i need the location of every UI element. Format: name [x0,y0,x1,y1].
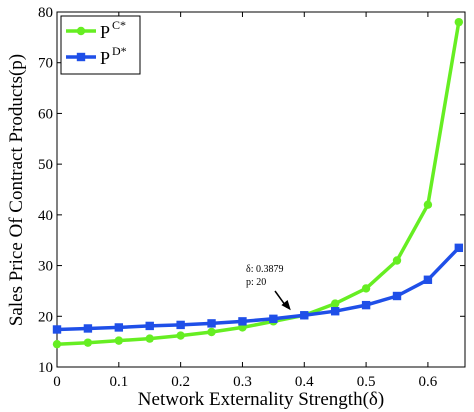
legend-label-sup-2: D* [112,44,127,58]
y-tick-label: 10 [38,360,53,376]
y-tick-label: 20 [38,309,53,325]
x-tick-label: 0.6 [419,374,438,390]
x-axis-label: Network Externality Strength(δ) [138,389,384,410]
y-axis-ticks: 10 20 30 40 50 60 70 80 [38,5,465,376]
data-point-1 [207,327,216,337]
x-tick-label: 0.1 [109,374,128,390]
annotation-arrowhead [281,300,291,311]
annotation: δ: 0.3879 p: 20 [246,264,291,311]
x-axis-ticks: 0 0.1 0.2 0.3 0.4 0.5 0.6 [53,12,438,390]
data-point-2 [52,325,62,334]
x-tick-label: 0.4 [295,374,314,390]
y-tick-label: 50 [38,157,53,173]
data-point-2 [114,323,124,332]
data-point-1 [423,200,433,209]
y-tick-label: 70 [38,56,53,72]
data-point-2 [300,311,309,320]
series-line-2 [56,246,461,332]
legend-label-1: P [100,22,110,42]
data-point-1 [176,331,185,340]
y-tick-label: 30 [38,259,53,275]
series-layer [52,17,464,349]
legend-items: P C*P D* [66,18,127,68]
y-tick-label: 40 [38,208,53,224]
y-axis-label: Sales Price Of Contract Products(p) [6,54,27,326]
legend: P C*P D* [60,15,141,75]
y-tick-label: 80 [38,5,53,21]
data-point-1 [454,17,464,27]
y-tick-label: 60 [38,106,53,122]
data-point-1 [392,256,402,265]
annotation-delta-text: δ: 0.3879 [246,264,284,275]
legend-label-2: P [100,48,110,68]
data-point-1 [83,338,93,347]
data-point-1 [114,336,124,345]
data-point-1 [145,334,154,343]
data-point-2 [238,317,247,326]
data-point-2 [423,275,433,284]
x-tick-label: 0.5 [357,374,376,390]
data-point-2 [361,300,371,310]
data-point-2 [145,321,154,331]
data-point-1 [361,284,371,293]
x-tick-label: 0.3 [233,374,252,390]
data-point-2 [207,319,216,328]
legend-box [60,15,141,75]
x-tick-label: 0.2 [171,374,190,390]
legend-label-sup-1: C* [112,18,126,32]
annotation-p-text: p: 20 [246,277,266,288]
data-point-1 [52,339,62,349]
legend-marker-2 [76,52,86,62]
x-tick-label: 0 [53,374,61,390]
data-point-1 [330,299,340,308]
data-point-2 [454,243,464,253]
data-point-2 [330,307,340,316]
data-point-2 [392,291,402,301]
data-point-2 [83,324,93,333]
series-line-1 [56,21,461,346]
legend-marker-1 [76,26,86,36]
data-point-2 [269,314,278,324]
data-point-2 [176,320,185,330]
